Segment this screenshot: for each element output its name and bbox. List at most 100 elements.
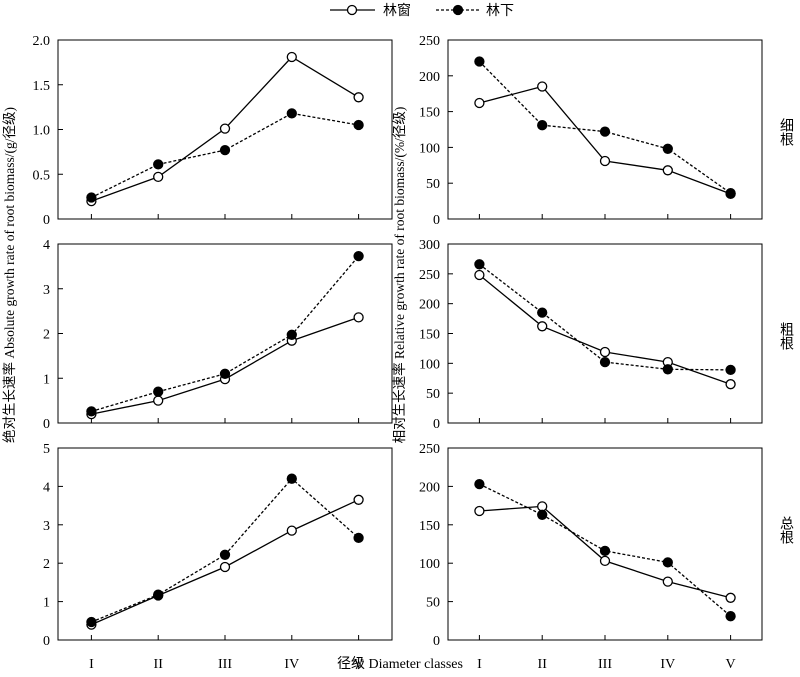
y-tick-label: 0 <box>43 417 50 432</box>
panel-2: 0 1 2 3 4 <box>43 238 393 432</box>
data-point-understory <box>153 159 164 170</box>
data-point-gap <box>725 592 736 603</box>
data-point-understory <box>153 589 164 600</box>
x-tick-label: IV <box>284 657 299 672</box>
y-tick-label: 50 <box>426 596 440 611</box>
y-tick-label: 2 <box>43 557 50 572</box>
data-point-understory <box>286 108 297 119</box>
data-point-gap <box>599 155 611 167</box>
y-axis-title-left: 绝对生长速率 Absolute growth rate of root biom… <box>1 107 17 443</box>
data-point-understory <box>86 406 97 417</box>
data-point-understory <box>537 307 548 318</box>
series-line-gap <box>479 85 731 195</box>
data-point-understory <box>474 478 485 490</box>
data-point-gap <box>153 171 164 183</box>
data-point-understory <box>219 549 231 560</box>
y-tick-label: 2.0 <box>33 34 51 49</box>
data-point-gap <box>725 379 736 390</box>
panel-1: 0 50 100 150 200 250 <box>419 34 763 228</box>
y-tick-label: 0 <box>433 213 440 228</box>
row-label-total-root: 总根 <box>778 516 794 544</box>
data-point-understory <box>286 473 297 484</box>
y-tick-label: 300 <box>419 238 440 253</box>
legend-label-understory: 林下 <box>486 3 514 19</box>
y-tick-label: 2 <box>43 328 50 343</box>
data-point-gap <box>662 576 673 587</box>
y-tick-label: 0 <box>43 634 50 649</box>
y-tick-label: 250 <box>419 442 440 457</box>
row-label-coarse-root: 粗根 <box>778 322 794 350</box>
y-tick-label: 0 <box>43 213 50 228</box>
chart-panels: 00.51.01.52.0050100150200250012340501001… <box>33 34 763 672</box>
data-point-gap <box>153 395 164 406</box>
data-point-understory <box>725 611 736 622</box>
series-line-understory <box>91 255 360 413</box>
x-tick-label: II <box>538 657 548 672</box>
series-line-understory <box>91 477 360 623</box>
data-point-understory <box>86 616 97 628</box>
y-tick-label: 5 <box>43 442 50 457</box>
x-tick-label: II <box>154 657 164 672</box>
data-point-gap <box>219 123 231 134</box>
data-point-understory <box>662 364 673 375</box>
y-tick-label: 3 <box>43 519 50 534</box>
data-point-understory <box>474 56 485 67</box>
series-line-understory <box>479 263 731 371</box>
row-label-fine-root: 细根 <box>778 118 794 146</box>
x-tick-label: III <box>598 657 612 672</box>
y-tick-label: 0 <box>433 417 440 432</box>
data-point-gap <box>537 321 548 332</box>
panel-3: 0 50 100 150 200 250 300 <box>419 238 763 432</box>
y-tick-label: 150 <box>419 519 440 534</box>
y-tick-label: 100 <box>419 357 440 372</box>
x-tick-label: V <box>354 657 364 672</box>
y-tick-label: 4 <box>43 480 50 495</box>
legend-label-gap: 林窗 <box>383 2 411 19</box>
y-tick-label: 1.5 <box>33 79 51 94</box>
y-tick-label: 200 <box>419 480 440 495</box>
legend: 林窗 林下 <box>330 2 514 19</box>
data-point-understory <box>662 143 673 154</box>
y-tick-label: 200 <box>419 70 440 85</box>
x-tick-label: I <box>477 657 482 672</box>
data-point-understory <box>153 386 164 397</box>
legend-marker-filled <box>452 4 464 16</box>
data-point-understory <box>474 259 485 270</box>
y-tick-label: 50 <box>426 177 440 192</box>
plot-frame <box>57 243 393 424</box>
legend-marker-open <box>346 4 358 16</box>
panel-0: 0 0.5 1.0 1.5 2.0 <box>33 34 393 228</box>
data-point-gap <box>353 312 364 323</box>
y-tick-label: 0 <box>433 634 440 649</box>
data-point-gap <box>537 81 548 92</box>
y-tick-label: 200 <box>419 298 440 313</box>
plot-frame <box>447 243 763 424</box>
data-point-understory <box>599 126 611 137</box>
y-tick-label: 50 <box>426 387 440 402</box>
data-point-gap <box>599 555 611 567</box>
data-point-gap <box>286 525 297 536</box>
x-tick-label: I <box>89 657 94 672</box>
y-tick-label: 250 <box>419 34 440 49</box>
y-tick-label: 150 <box>419 106 440 121</box>
data-point-gap <box>353 494 364 505</box>
data-point-understory <box>219 144 231 156</box>
data-point-understory <box>353 119 364 131</box>
y-tick-label: 100 <box>419 141 440 156</box>
data-point-gap <box>219 561 231 573</box>
data-point-understory <box>662 557 673 568</box>
data-point-understory <box>353 532 364 544</box>
data-point-gap <box>474 97 485 109</box>
x-axis-title: 径级 Diameter classes <box>337 656 463 672</box>
plot-frame <box>447 447 763 641</box>
data-point-understory <box>537 509 548 520</box>
plot-frame <box>57 447 393 641</box>
y-tick-label: 1 <box>43 596 50 611</box>
data-point-gap <box>537 501 548 512</box>
data-point-gap <box>286 51 297 63</box>
data-point-understory <box>599 356 611 368</box>
data-point-understory <box>537 120 548 131</box>
y-tick-label: 1.0 <box>33 124 51 139</box>
